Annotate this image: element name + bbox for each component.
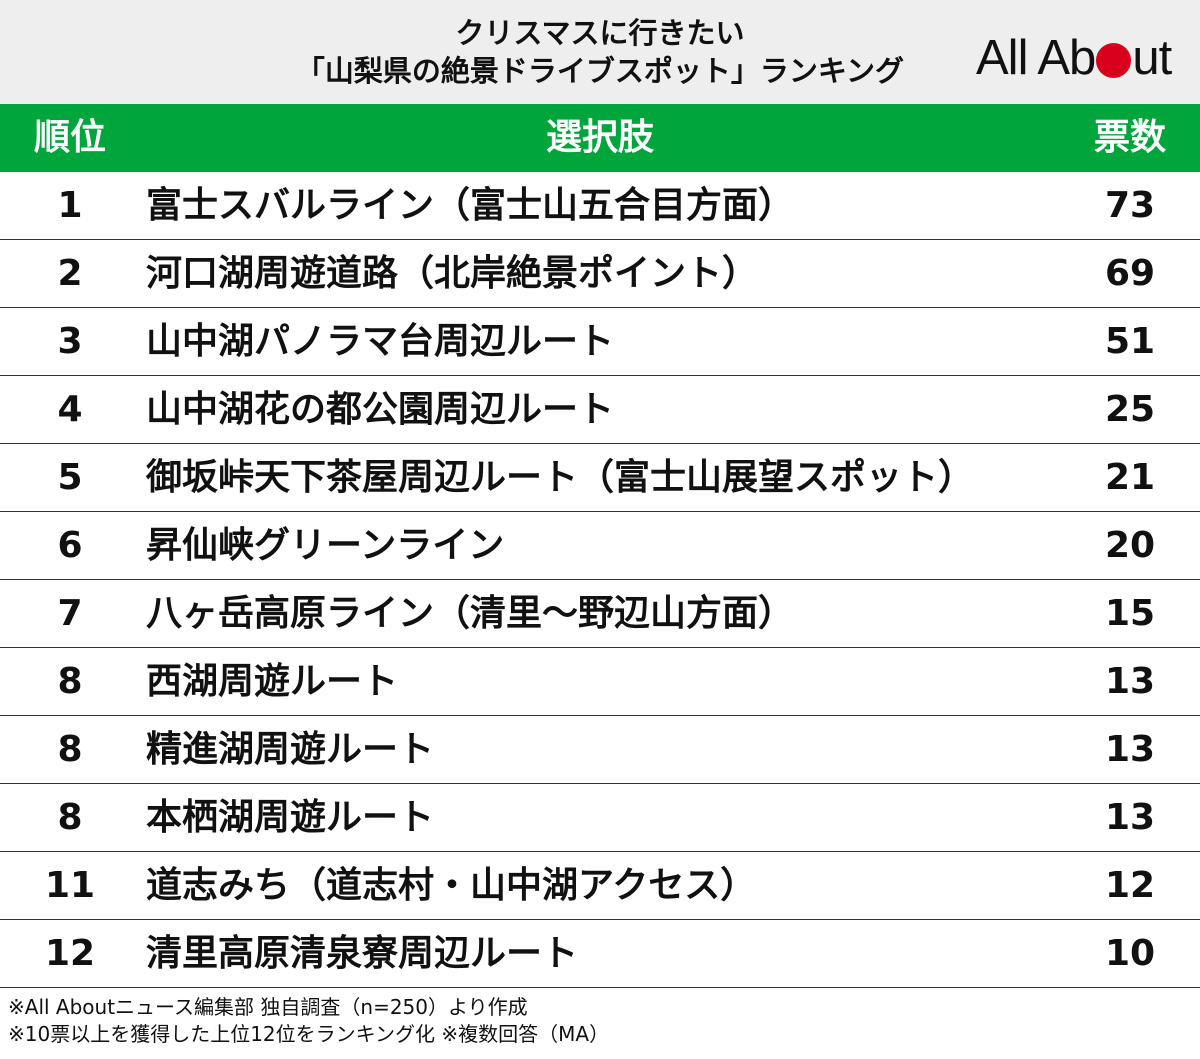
header: クリスマスに行きたい 「山梨県の絶景ドライブスポット」ランキング All Ab u… <box>0 0 1200 104</box>
choice-cell: 西湖周遊ルート <box>146 661 399 702</box>
all-about-logo: All Ab ut <box>976 30 1186 86</box>
votes-cell: 10 <box>1104 933 1156 974</box>
rank-cell: 12 <box>44 933 96 974</box>
page-title: クリスマスに行きたい 「山梨県の絶景ドライブスポット」ランキング <box>180 14 1020 90</box>
choice-cell: 河口湖周遊道路（北岸絶景ポイント） <box>146 253 759 294</box>
choice-cell: 清里高原清泉寮周辺ルート <box>146 933 579 974</box>
title-line-1: クリスマスに行きたい <box>455 16 745 50</box>
votes-cell: 25 <box>1104 389 1156 430</box>
choice-cell: 山中湖花の都公園周辺ルート <box>146 389 615 430</box>
table-row: 11 道志みち（道志村・山中湖アクセス） 12 <box>0 852 1200 920</box>
logo-text-1: All Ab <box>976 31 1096 85</box>
votes-cell: 15 <box>1104 593 1156 634</box>
title-line-2: 「山梨県の絶景ドライブスポット」ランキング <box>295 54 905 88</box>
rank-cell: 11 <box>44 865 96 906</box>
choice-cell: 精進湖周遊ルート <box>146 729 435 770</box>
footer-note-1: ※All Aboutニュース編集部 独自調査（n=250）より作成 <box>8 995 528 1019</box>
rank-cell: 7 <box>57 593 83 634</box>
column-header-rank: 順位 <box>33 117 106 158</box>
table-row: 7 八ヶ岳高原ライン（清里〜野辺山方面） 15 <box>0 580 1200 648</box>
rank-cell: 8 <box>57 797 83 838</box>
table-row: 3 山中湖パノラマ台周辺ルート 51 <box>0 308 1200 376</box>
rank-cell: 8 <box>57 729 83 770</box>
rank-cell: 5 <box>57 457 83 498</box>
votes-cell: 51 <box>1104 321 1156 362</box>
choice-cell: 御坂峠天下茶屋周辺ルート（富士山展望スポット） <box>146 457 975 498</box>
choice-cell: 昇仙峡グリーンライン <box>146 525 505 566</box>
footer-note-2: ※10票以上を獲得した上位12位をランキング化 ※複数回答（MA） <box>8 1022 610 1046</box>
votes-cell: 21 <box>1104 457 1156 498</box>
table-row: 4 山中湖花の都公園周辺ルート 25 <box>0 376 1200 444</box>
votes-cell: 69 <box>1104 253 1156 294</box>
rank-cell: 6 <box>57 525 83 566</box>
choice-cell: 八ヶ岳高原ライン（清里〜野辺山方面） <box>146 593 795 634</box>
table-row: 8 西湖周遊ルート 13 <box>0 648 1200 716</box>
table-body: 1 富士スバルライン（富士山五合目方面） 73 2 河口湖周遊道路（北岸絶景ポイント） 6… <box>0 172 1200 988</box>
choice-cell: 道志みち（道志村・山中湖アクセス） <box>146 865 757 906</box>
table-row: 8 精進湖周遊ルート 13 <box>0 716 1200 784</box>
choice-cell: 富士スバルライン（富士山五合目方面） <box>146 185 795 226</box>
table-row: 6 昇仙峡グリーンライン 20 <box>0 512 1200 580</box>
rank-cell: 2 <box>57 253 83 294</box>
table-row: 12 清里高原清泉寮周辺ルート 10 <box>0 920 1200 988</box>
rank-cell: 3 <box>57 321 83 362</box>
votes-cell: 13 <box>1104 797 1156 838</box>
rank-cell: 1 <box>57 185 83 226</box>
table-header: 順位 選択肢 票数 <box>0 104 1200 172</box>
table-row: 2 河口湖周遊道路（北岸絶景ポイント） 69 <box>0 240 1200 308</box>
table-row: 1 富士スバルライン（富士山五合目方面） 73 <box>0 172 1200 240</box>
column-header-choice: 選択肢 <box>545 117 654 158</box>
footer-notes: ※All Aboutニュース編集部 独自調査（n=250）より作成 ※10票以上… <box>8 994 1198 1048</box>
rank-cell: 4 <box>57 389 83 430</box>
column-header-votes: 票数 <box>1093 117 1166 158</box>
rank-cell: 8 <box>57 661 83 702</box>
choice-cell: 本栖湖周遊ルート <box>146 797 435 838</box>
votes-cell: 12 <box>1104 865 1156 906</box>
votes-cell: 13 <box>1104 729 1156 770</box>
logo-dot-icon <box>1096 43 1132 78</box>
table-row: 5 御坂峠天下茶屋周辺ルート（富士山展望スポット） 21 <box>0 444 1200 512</box>
votes-cell: 20 <box>1104 525 1156 566</box>
votes-cell: 73 <box>1104 185 1156 226</box>
table-row: 8 本栖湖周遊ルート 13 <box>0 784 1200 852</box>
logo-text-2: ut <box>1132 31 1172 85</box>
votes-cell: 13 <box>1104 661 1156 702</box>
choice-cell: 山中湖パノラマ台周辺ルート <box>146 321 615 362</box>
